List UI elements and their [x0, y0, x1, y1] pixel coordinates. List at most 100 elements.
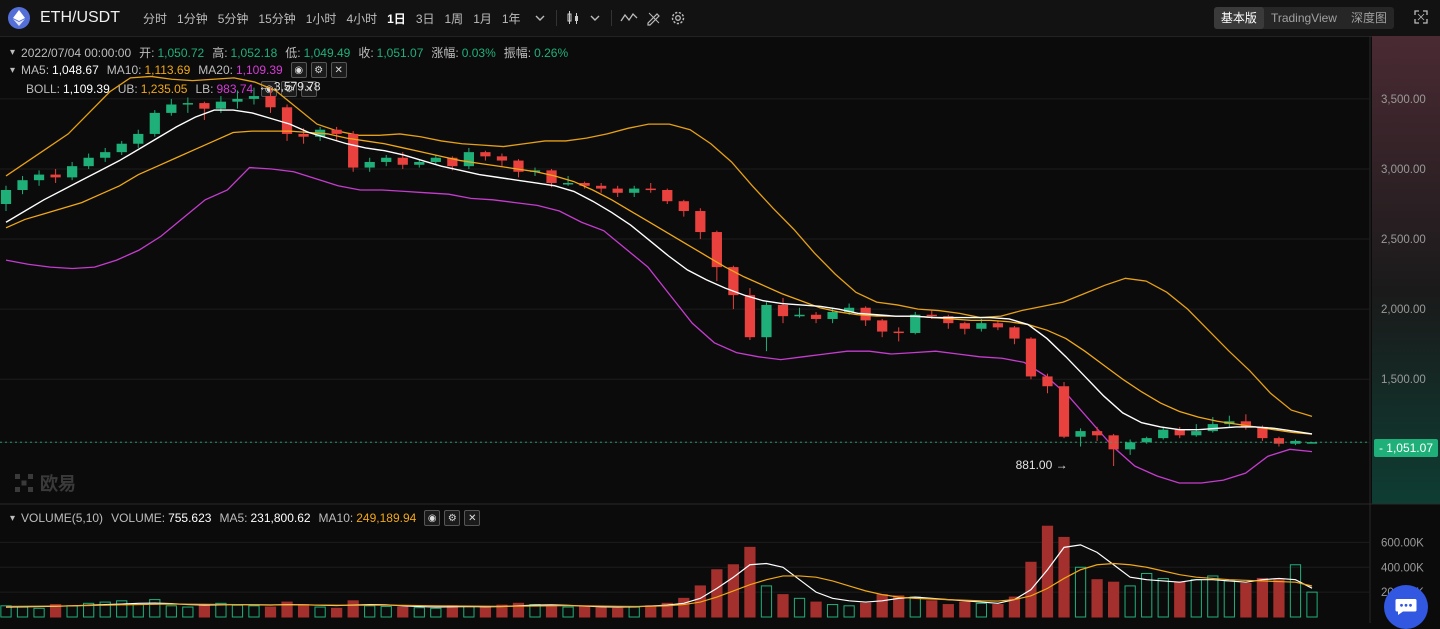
candle-body — [777, 304, 789, 317]
ma-collapse-chevron-icon[interactable]: ▾ — [10, 64, 16, 76]
candle-body — [149, 112, 160, 134]
interval-1[interactable]: 1分钟 — [177, 11, 208, 26]
price-chart[interactable]: 1,500.00 2,000.00 2,500.00 3,000.00 3,500.00… — [0, 36, 1440, 623]
chart-type-chevron-icon[interactable] — [589, 12, 601, 24]
volume-bar — [545, 605, 558, 618]
volume-bar — [149, 599, 161, 618]
volume-indicator-label: VOLUME(5,10) — [21, 511, 104, 525]
volume-bar — [893, 595, 905, 618]
volume-bar — [578, 605, 591, 618]
candle-body — [166, 104, 177, 113]
interval-dropdown-chevron-icon[interactable] — [534, 12, 546, 24]
candle-body — [562, 182, 574, 185]
volume-collapse-chevron-icon[interactable]: ▾ — [10, 512, 16, 524]
chat-bubble-icon — [1395, 599, 1417, 615]
volume-bar — [496, 604, 508, 618]
fullscreen-icon[interactable] — [1414, 10, 1428, 27]
volume-bar — [612, 607, 624, 618]
eth-logo-icon — [8, 7, 30, 29]
volume-bar — [231, 604, 244, 618]
open-label: 开: — [139, 46, 155, 60]
toolbar-divider-2 — [610, 10, 612, 26]
volume-bar — [1107, 581, 1120, 618]
candle-body — [744, 295, 756, 338]
view-switcher: 基本版 TradingView 深度图 — [1213, 7, 1394, 29]
interval-8[interactable]: 1周 — [444, 11, 464, 26]
ma-settings-gear-icon[interactable]: ⚙ — [310, 62, 327, 78]
candle-body — [1125, 442, 1136, 450]
volume-bar — [1041, 525, 1054, 618]
ma10-label: MA10: — [106, 63, 142, 77]
candle-body — [843, 307, 855, 312]
volume-bar — [182, 606, 194, 618]
volume-ma5-value: 231,800.62 — [250, 511, 311, 525]
volume-bar — [49, 604, 62, 618]
candle-body — [133, 133, 144, 144]
candle-body — [1240, 421, 1251, 427]
view-tab-0[interactable]: 基本版 — [1213, 7, 1264, 29]
ma-visibility-eye-icon[interactable]: ◉ — [290, 62, 307, 78]
volume-bar — [281, 601, 293, 618]
volume-bar — [843, 605, 855, 618]
settings-gear-icon[interactable] — [670, 10, 686, 26]
interval-7[interactable]: 3日 — [415, 11, 435, 26]
candle-body — [596, 185, 607, 189]
volume-bar — [331, 607, 343, 618]
indicator-icon[interactable] — [620, 10, 638, 26]
interval-10[interactable]: 1年 — [501, 11, 521, 26]
low-label: 低: — [285, 46, 301, 60]
interval-6[interactable]: 1日 — [387, 11, 406, 26]
boll-settings-gear-icon[interactable]: ⚙ — [281, 81, 298, 97]
boll-close-icon[interactable]: ✕ — [301, 81, 318, 97]
candle-body — [1306, 442, 1318, 444]
interval-3[interactable]: 15分钟 — [258, 11, 296, 26]
interval-5[interactable]: 4小时 — [346, 11, 378, 26]
boll-label: BOLL: — [26, 82, 61, 96]
volume-bar — [512, 602, 525, 618]
volume-bar — [926, 600, 938, 618]
interval-9[interactable]: 1月 — [473, 11, 492, 26]
volume-bar — [1256, 577, 1269, 618]
ma-close-icon[interactable]: ✕ — [330, 62, 347, 78]
volume-tick-label-1: 400.00K — [1381, 562, 1424, 574]
view-tab-1[interactable]: TradingView — [1270, 11, 1337, 25]
volume-bar — [1273, 579, 1285, 618]
volume-close-icon[interactable]: ✕ — [464, 510, 481, 526]
boll-legend: BOLL: 1,109.39 UB: 1,235.05 LB: 983.74 ◉ ⚙ … — [26, 81, 321, 97]
volume-settings-gear-icon[interactable]: ⚙ — [444, 510, 461, 526]
candle-body — [298, 133, 309, 137]
view-tab-2[interactable]: 深度图 — [1350, 11, 1387, 25]
drawing-tool-icon[interactable] — [646, 10, 662, 26]
interval-2[interactable]: 5分钟 — [217, 11, 249, 26]
interval-0[interactable]: 分时 — [143, 11, 168, 26]
volume-bar — [430, 607, 442, 618]
volume-legend: ▾ VOLUME(5,10) VOLUME: 755.623 MA5: 231,80… — [10, 510, 484, 526]
candle-body — [810, 314, 822, 319]
candle-body — [67, 166, 78, 178]
candle-body — [463, 152, 475, 167]
candle-body — [1207, 424, 1218, 432]
volume-bar — [314, 606, 326, 618]
volume-visibility-eye-icon[interactable]: ◉ — [424, 510, 441, 526]
candlestick-type-icon[interactable] — [565, 10, 581, 26]
candle-body — [926, 314, 937, 317]
interval-4[interactable]: 1小时 — [305, 11, 337, 26]
volume-bar — [645, 605, 657, 618]
volume-bar — [1306, 591, 1318, 618]
ma-legend: ▾ MA5: 1,048.67 MA10: 1,113.69 MA20: 1,109.… — [10, 62, 351, 78]
trading-pair-title[interactable]: ETH/USDT — [40, 9, 120, 26]
candle-body — [0, 189, 12, 205]
volume-bar — [744, 546, 756, 618]
candle-body — [794, 314, 805, 317]
candle-body — [910, 314, 921, 333]
ma10-line — [5, 130, 1313, 435]
candle-body — [513, 160, 524, 172]
candle-body — [17, 180, 28, 190]
candle-body — [480, 152, 491, 157]
candle-body — [1009, 327, 1020, 339]
volume-bar — [1190, 579, 1202, 618]
volume-bar — [66, 605, 78, 618]
chat-support-button[interactable] — [1384, 585, 1428, 629]
price-axis-background — [1372, 36, 1440, 504]
collapse-chevron-icon[interactable]: ▾ — [10, 47, 16, 58]
